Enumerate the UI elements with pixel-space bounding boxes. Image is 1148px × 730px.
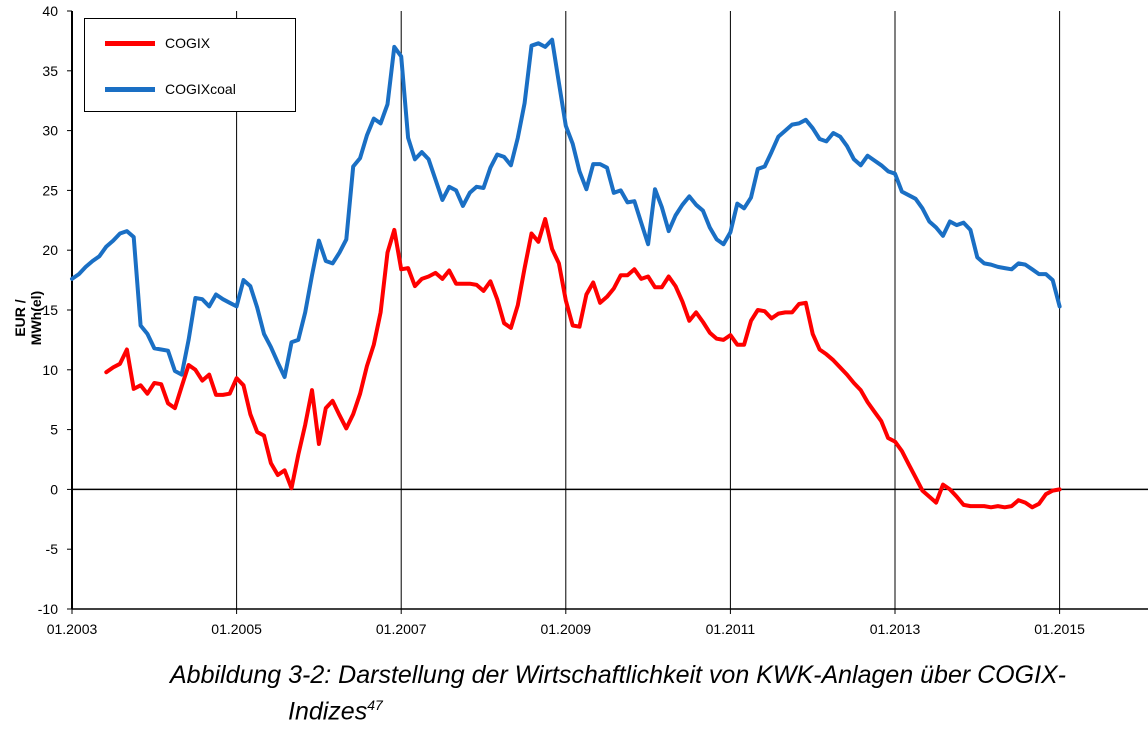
y-tick-label: 0 <box>50 481 58 497</box>
y-tick-label: 20 <box>42 242 58 258</box>
y-axis-label: EUR / MWh(el) <box>12 290 44 346</box>
x-tick-labels: 01.2003 01.2005 01.2007 01.2009 01.2011 01.20… <box>47 621 1085 637</box>
x-tick-label: 01.2015 <box>1034 621 1085 637</box>
y-tick-labels: 40 35 30 25 20 15 10 5 0 -5 -10 <box>38 3 58 617</box>
series-lines <box>70 37 1062 510</box>
x-tick-label: 01.2011 <box>706 621 756 637</box>
legend-item-cogix: COGIX <box>85 33 210 53</box>
x-tick-label: 01.2003 <box>47 621 98 637</box>
y-tick-label: 10 <box>42 362 58 378</box>
series-line-cogixcoal <box>70 37 1062 379</box>
x-tick-label: 01.2005 <box>211 621 262 637</box>
y-tick-label: 35 <box>42 63 58 79</box>
legend-label-cogix: COGIX <box>165 35 211 51</box>
x-tick-label: 01.2013 <box>870 621 921 637</box>
y-tick-label: -10 <box>38 601 58 617</box>
legend-swatch-cogixcoal <box>105 86 155 92</box>
figure-caption: Abbildung 3-2: Darstellung der Wirtschaf… <box>170 660 1145 726</box>
legend-label-cogixcoal: COGIXcoal <box>165 81 236 97</box>
legend-item-cogixcoal: COGIXcoal <box>85 79 236 99</box>
caption-line-2-text: Indizes <box>288 697 368 726</box>
y-tick-label: 30 <box>42 123 58 139</box>
caption-line-1: Abbildung 3-2: Darstellung der Wirtschaf… <box>170 661 1067 689</box>
chart-area: 40 35 30 25 20 15 10 5 0 -5 -10 01.2003 01.2005 01.2… <box>12 3 1148 637</box>
y-tick-label: 40 <box>42 3 58 19</box>
series-line-cogix <box>104 217 1062 510</box>
grid <box>236 11 1061 609</box>
x-tick-label: 01.2007 <box>376 621 427 637</box>
legend: COGIX COGIXcoal <box>84 18 296 112</box>
y-tick-label: 25 <box>42 182 58 198</box>
y-tick-label: 5 <box>50 422 58 438</box>
y-tick-label: -5 <box>46 541 59 557</box>
axes <box>67 10 1148 614</box>
caption-line-2: Indizes47 <box>170 690 1145 726</box>
caption-footnote: 47 <box>367 697 383 713</box>
legend-swatch-cogix <box>105 40 155 46</box>
y-tick-label: 15 <box>42 302 58 318</box>
x-tick-label: 01.2009 <box>540 621 591 637</box>
